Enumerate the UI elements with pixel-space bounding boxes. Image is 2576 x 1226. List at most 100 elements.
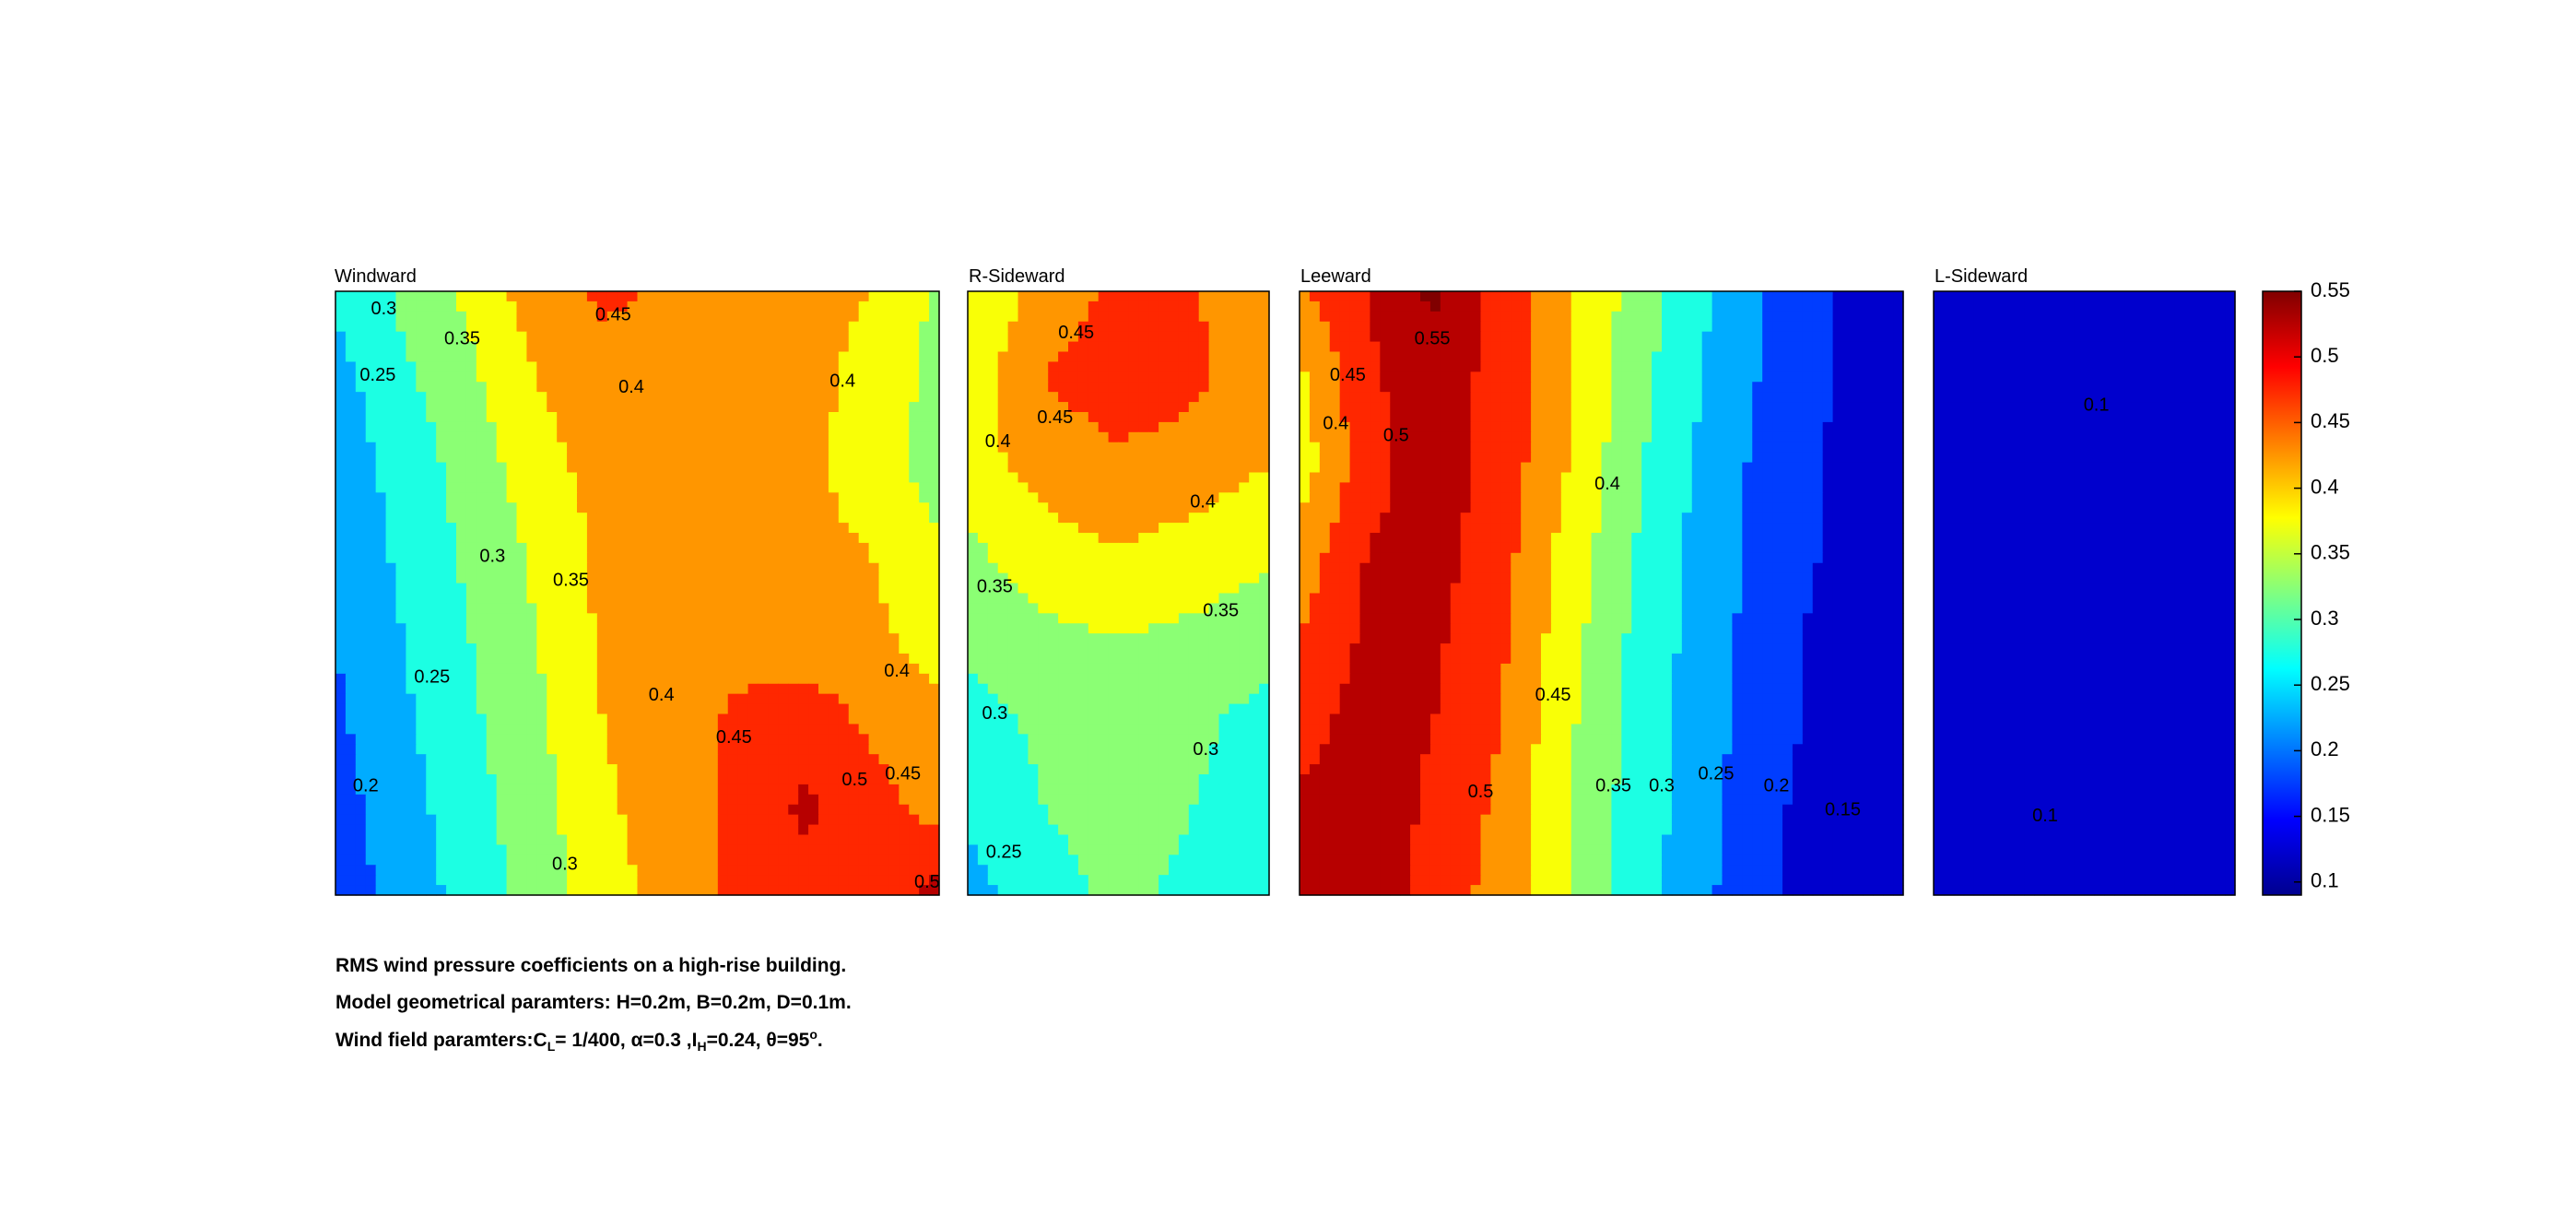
contour-cell bbox=[375, 523, 387, 534]
contour-cell bbox=[1138, 462, 1149, 474]
contour-cell bbox=[1007, 452, 1019, 464]
contour-cell bbox=[516, 784, 528, 796]
contour-cell bbox=[758, 663, 770, 675]
contour-cell bbox=[345, 572, 357, 584]
contour-cell bbox=[465, 361, 477, 372]
contour-cell bbox=[1148, 542, 1159, 554]
contour-cell bbox=[385, 431, 397, 443]
contour-cell bbox=[778, 472, 789, 484]
contour-cell bbox=[1088, 623, 1100, 634]
contour-cell bbox=[355, 431, 367, 443]
contour-cell bbox=[1128, 482, 1139, 493]
contour-cell bbox=[355, 784, 367, 796]
contour-cell bbox=[968, 552, 979, 564]
contour-cell bbox=[758, 764, 770, 775]
contour-cell bbox=[1218, 301, 1229, 312]
contour-cell bbox=[1128, 533, 1139, 544]
contour-cell bbox=[567, 834, 578, 846]
contour-cell bbox=[526, 865, 537, 876]
contour-cell bbox=[919, 301, 930, 312]
contour-cell bbox=[375, 865, 387, 876]
contour-cell bbox=[586, 885, 598, 896]
contour-cell bbox=[617, 754, 629, 765]
contour-cell bbox=[446, 341, 457, 353]
contour-cell bbox=[355, 834, 367, 846]
contour-cell bbox=[486, 371, 498, 383]
contour-cell bbox=[456, 734, 467, 745]
contour-cell bbox=[456, 824, 467, 836]
contour-cell bbox=[526, 713, 537, 725]
contour-cell bbox=[1148, 523, 1159, 534]
contour-cell bbox=[768, 814, 779, 826]
contour-cell bbox=[1178, 402, 1190, 413]
contour-cell bbox=[406, 452, 417, 464]
contour-cell bbox=[1077, 351, 1089, 363]
contour-cell bbox=[627, 402, 639, 413]
contour-cell bbox=[1249, 583, 1260, 595]
contour-cell bbox=[848, 311, 860, 323]
contour-cell bbox=[1178, 734, 1190, 745]
contour-cell bbox=[1259, 693, 1270, 705]
contour-cell bbox=[899, 683, 910, 695]
contour-cell bbox=[909, 683, 920, 695]
contour-cell bbox=[977, 301, 989, 312]
contour-cell bbox=[476, 402, 488, 413]
contour-cell bbox=[385, 321, 397, 333]
contour-cell bbox=[727, 562, 739, 574]
contour-cell bbox=[406, 442, 417, 454]
contour-cell bbox=[536, 361, 547, 372]
contour-cell bbox=[345, 402, 357, 413]
contour-cell bbox=[838, 834, 850, 846]
contour-cell bbox=[1239, 321, 1250, 333]
contour-cell bbox=[758, 844, 770, 855]
contour-cell bbox=[1118, 301, 1129, 312]
contour-cell bbox=[1038, 331, 1049, 343]
contour-cell bbox=[1218, 472, 1229, 484]
contour-cell bbox=[426, 321, 437, 333]
contour-cell bbox=[899, 462, 910, 474]
contour-cell bbox=[606, 472, 618, 484]
contour-cell bbox=[365, 452, 377, 464]
contour-cell bbox=[818, 311, 829, 323]
contour-cell bbox=[426, 523, 437, 534]
contour-cell bbox=[1108, 562, 1120, 574]
contour-cell bbox=[567, 311, 578, 323]
contour-cell bbox=[1188, 603, 1200, 614]
contour-cell bbox=[968, 603, 979, 614]
contour-cell bbox=[465, 392, 477, 403]
contour-cell bbox=[1048, 431, 1059, 443]
contour-cell bbox=[1169, 462, 1180, 474]
contour-cell bbox=[395, 462, 407, 474]
contour-cell bbox=[596, 724, 608, 735]
contour-cell bbox=[919, 412, 930, 423]
contour-cell bbox=[688, 814, 699, 826]
contour-cell bbox=[486, 311, 498, 323]
contour-cell bbox=[446, 442, 457, 454]
contour-cell bbox=[788, 442, 799, 454]
contour-cell bbox=[496, 603, 508, 614]
contour-cell bbox=[375, 492, 387, 503]
contour-cell bbox=[567, 583, 578, 595]
contour-cell bbox=[486, 452, 498, 464]
contour-cell bbox=[1178, 361, 1190, 372]
contour-cell bbox=[909, 885, 920, 896]
contour-cell bbox=[1058, 734, 1069, 745]
contour-cell bbox=[1259, 562, 1270, 574]
contour-cell bbox=[335, 412, 347, 423]
contour-cell bbox=[1259, 643, 1270, 654]
contour-cell bbox=[677, 683, 688, 695]
contour-cell bbox=[997, 562, 1009, 574]
contour-cell bbox=[385, 703, 397, 715]
contour-cell bbox=[465, 431, 477, 443]
contour-cell bbox=[737, 794, 749, 806]
contour-cell bbox=[1098, 603, 1110, 614]
contour-cell bbox=[496, 633, 508, 644]
contour-cell bbox=[667, 301, 678, 312]
contour-cell bbox=[688, 744, 699, 755]
contour-cell bbox=[1138, 291, 1149, 302]
contour-cell bbox=[617, 552, 629, 564]
contour-cell bbox=[688, 754, 699, 765]
contour-cell bbox=[1068, 371, 1079, 383]
contour-cell bbox=[909, 855, 920, 866]
contour-cell bbox=[627, 392, 639, 403]
